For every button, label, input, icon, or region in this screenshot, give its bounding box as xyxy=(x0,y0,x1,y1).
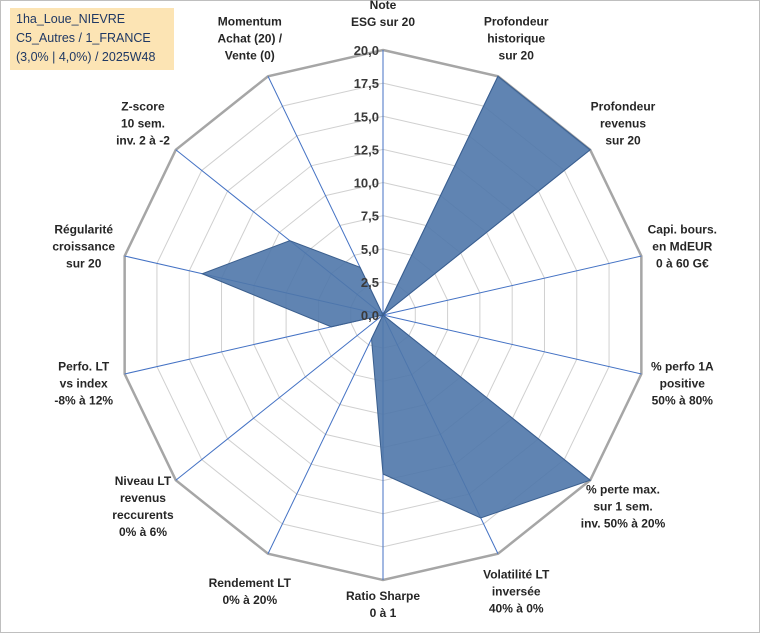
series-layer xyxy=(200,75,592,519)
chart-title-box: 1ha_Loue_NIEVRE C5_Autres / 1_FRANCE (3,… xyxy=(10,8,174,70)
title-line-3: (3,0% | 4,0%) / 2025W48 xyxy=(16,50,156,64)
title-line-2: C5_Autres / 1_FRANCE xyxy=(16,31,151,45)
tick-label: 12,5 xyxy=(354,142,379,157)
axis-spoke xyxy=(382,255,642,316)
axis-label: Momentum Achat (20) / Vente (0) xyxy=(217,14,282,62)
axis-label: % perfo 1A positive 50% à 80% xyxy=(651,359,714,407)
axis-label: Ratio Sharpe 0 à 1 xyxy=(346,589,420,620)
tick-label: 0,0 xyxy=(361,308,379,323)
axis-label: Note ESG sur 20 xyxy=(351,0,415,29)
tick-label: 5,0 xyxy=(361,242,379,257)
axis-spoke xyxy=(267,314,384,554)
axis-spoke xyxy=(175,314,384,481)
axis-label: Profondeur historique sur 20 xyxy=(484,14,549,62)
title-line-1: 1ha_Loue_NIEVRE xyxy=(16,12,126,26)
axis-label: Z-score 10 sem. inv. 2 à -2 xyxy=(116,100,170,148)
axis-label: Perfo. LT vs index -8% à 12% xyxy=(54,359,113,407)
axis-spoke xyxy=(382,314,642,375)
axis-label: Capi. bours. en MdEUR 0 à 60 G€ xyxy=(648,223,717,271)
tick-label: 7,5 xyxy=(361,209,379,224)
axis-label: Volatilité LT inversée 40% à 0% xyxy=(483,568,550,616)
axis-labels: Note ESG sur 20 Profondeur historique sur 20… xyxy=(52,0,717,620)
tick-label: 15,0 xyxy=(354,109,379,124)
axis-label: Profondeur revenus sur 20 xyxy=(591,100,656,148)
tick-label: 17,5 xyxy=(354,76,379,91)
tick-label: 20,0 xyxy=(354,43,379,58)
axis-label: Rendement LT 0% à 20% xyxy=(209,576,292,607)
data-series-area xyxy=(200,75,592,519)
tick-label: 2,5 xyxy=(361,275,379,290)
tick-label: 10,0 xyxy=(354,176,379,191)
tick-labels: 0,0 2,5 5,0 7,5 10,0 12,5 15,0 17,5 20,0 xyxy=(354,43,379,323)
axis-label: % perte max. sur 1 sem. inv. 50% à 20% xyxy=(581,482,666,530)
axis-label: Régularité croissance sur 20 xyxy=(52,223,115,271)
axis-label: Niveau LT revenus reccurents 0% à 6% xyxy=(112,474,174,539)
